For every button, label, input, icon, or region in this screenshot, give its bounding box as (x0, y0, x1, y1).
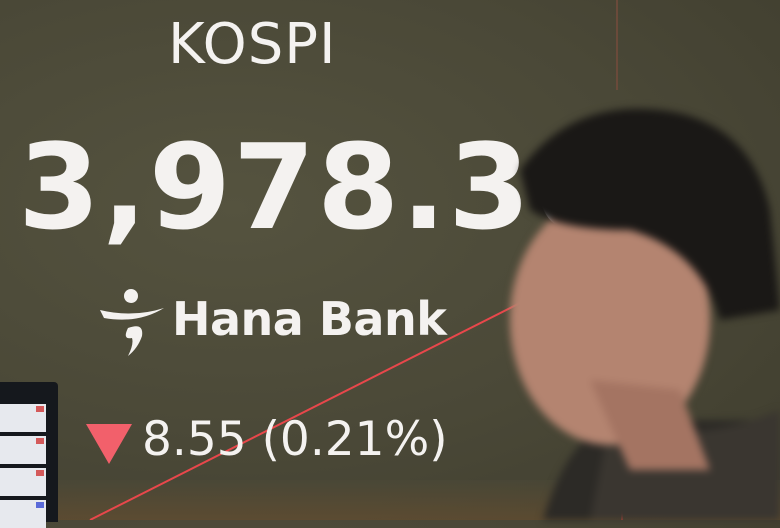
triangle-down-icon (86, 424, 132, 464)
index-value: 3,978.36 (18, 118, 617, 256)
monitor-panel (0, 404, 46, 432)
monitor (0, 382, 58, 528)
index-change: 8.55 (0.21%) (142, 412, 448, 467)
monitor-panel (0, 436, 46, 464)
brand-name: Hana Bank (172, 292, 447, 346)
index-name: KOSPI (168, 12, 337, 77)
blurred-person (510, 108, 780, 520)
hana-bank-logo (100, 289, 164, 356)
monitor-panel (0, 500, 46, 528)
monitor-panel (0, 468, 46, 496)
